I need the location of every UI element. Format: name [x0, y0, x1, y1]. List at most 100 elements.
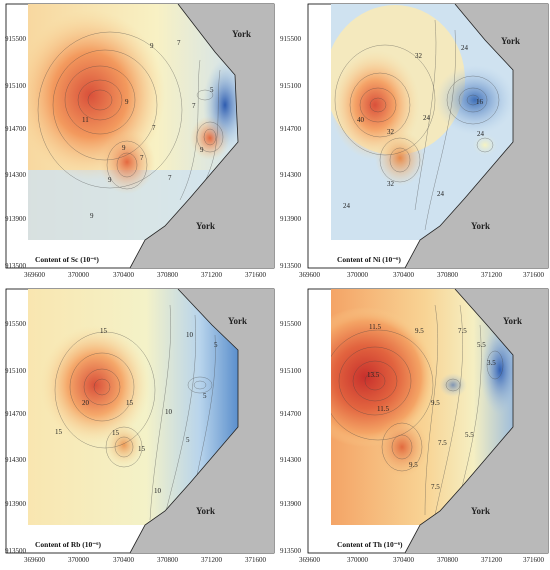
contour-label: 9	[125, 98, 129, 106]
contour-label: 3.5	[487, 359, 496, 367]
svg-text:369600: 369600	[24, 556, 46, 564]
contour-label: 10	[154, 487, 162, 495]
place-label-york: York	[501, 36, 520, 46]
x-axis-ticks: 369600 370000 370400 370800 371200 37160…	[299, 271, 545, 279]
svg-text:913900: 913900	[5, 215, 27, 223]
contour-label: 9	[108, 176, 112, 184]
contour-label: 32	[387, 128, 395, 136]
contour-label: 7	[168, 174, 172, 182]
svg-text:370800: 370800	[437, 556, 459, 564]
svg-text:915100: 915100	[5, 82, 27, 90]
svg-text:914700: 914700	[280, 125, 302, 133]
land-mass	[405, 289, 548, 553]
svg-text:914700: 914700	[5, 410, 27, 418]
svg-text:370400: 370400	[393, 556, 415, 564]
contour-map-ni: 32 24 40 32 16 24 24 32 24 24 York York …	[280, 3, 549, 279]
contour-label: 7	[152, 124, 156, 132]
svg-text:914700: 914700	[280, 410, 302, 418]
contour-label: 32	[387, 180, 395, 188]
contour-label: 20	[82, 399, 90, 407]
contour-label: 5	[186, 436, 190, 444]
map-panel-ni: 32 24 40 32 16 24 24 32 24 24 York York …	[275, 0, 550, 285]
contour-label: 9.5	[431, 399, 440, 407]
svg-text:371600: 371600	[245, 556, 267, 564]
map-panel-rb: 15 10 5 20 15 15 10 5 5 15 15 10 York Yo…	[0, 285, 275, 570]
contour-label: 15	[55, 428, 63, 436]
map-panel-th: 11.5 9.5 7.5 5.5 13.5 3.5 11.5 9.5 7.5 5…	[275, 285, 550, 570]
place-label-york: York	[471, 506, 490, 516]
svg-text:915100: 915100	[280, 82, 302, 90]
svg-text:371600: 371600	[523, 271, 545, 279]
x-axis-ticks: 369600 370000 370400 370800 371200 37160…	[24, 271, 267, 279]
svg-text:371200: 371200	[481, 271, 503, 279]
svg-text:915500: 915500	[5, 35, 27, 43]
x-axis-ticks: 369600 370000 370400 370800 371200 37160…	[299, 556, 545, 564]
svg-text:371200: 371200	[201, 556, 223, 564]
contour-label: 5.5	[465, 431, 474, 439]
contour-label: 5	[203, 392, 207, 400]
svg-text:370000: 370000	[68, 556, 90, 564]
svg-text:913500: 913500	[280, 547, 302, 555]
svg-text:913900: 913900	[5, 500, 27, 508]
place-label-york: York	[196, 506, 215, 516]
land-mass	[130, 4, 274, 268]
contour-label: 10	[165, 408, 173, 416]
svg-text:371200: 371200	[201, 271, 223, 279]
svg-text:915100: 915100	[280, 367, 302, 375]
contour-label: 5.5	[477, 341, 486, 349]
svg-text:915500: 915500	[280, 320, 302, 328]
svg-text:370000: 370000	[68, 271, 90, 279]
contour-label: 24	[477, 130, 485, 138]
panel-title: Content of Ni (10⁻⁶)	[337, 255, 401, 264]
svg-text:915500: 915500	[5, 320, 27, 328]
contour-map-sc: 9 7 5 9 7 11 9 7 9 9 7 9 7 York York Con…	[5, 3, 275, 279]
contour-label: 40	[357, 116, 365, 124]
contour-label: 9.5	[415, 327, 424, 335]
contour-label: 10	[186, 331, 194, 339]
land-mass	[405, 4, 548, 268]
svg-text:370800: 370800	[437, 271, 459, 279]
y-axis-ticks: 915500 915100 914700 914300 913900 91350…	[5, 35, 27, 270]
contour-label: 5	[210, 86, 214, 94]
contour-label: 32	[415, 52, 423, 60]
svg-text:369600: 369600	[299, 271, 321, 279]
svg-text:913500: 913500	[5, 547, 27, 555]
svg-text:915500: 915500	[280, 35, 302, 43]
svg-text:370800: 370800	[157, 556, 179, 564]
svg-text:913900: 913900	[280, 500, 302, 508]
svg-text:913500: 913500	[280, 262, 302, 270]
place-label-york: York	[228, 316, 247, 326]
svg-text:370400: 370400	[113, 271, 135, 279]
contour-label: 9.5	[409, 461, 418, 469]
place-label-york: York	[471, 221, 490, 231]
svg-text:914300: 914300	[280, 456, 302, 464]
contour-label: 9	[150, 42, 154, 50]
contour-label: 7.5	[458, 327, 467, 335]
contour-label: 7.5	[438, 439, 447, 447]
y-axis-ticks: 915500 915100 914700 914300 913900 91350…	[5, 320, 27, 555]
panel-title: Content of Th (10⁻⁶)	[337, 540, 403, 549]
contour-map-th: 11.5 9.5 7.5 5.5 13.5 3.5 11.5 9.5 7.5 5…	[280, 288, 549, 564]
map-panel-sc: 9 7 5 9 7 11 9 7 9 9 7 9 7 York York Con…	[0, 0, 275, 285]
svg-text:914300: 914300	[280, 171, 302, 179]
contour-label: 15	[126, 399, 134, 407]
contour-label: 24	[423, 114, 431, 122]
svg-text:370000: 370000	[347, 271, 369, 279]
contour-label: 15	[112, 429, 120, 437]
x-axis-ticks: 369600 370000 370400 370800 371200 37160…	[24, 556, 267, 564]
svg-text:370000: 370000	[347, 556, 369, 564]
svg-text:371600: 371600	[245, 271, 267, 279]
svg-text:915100: 915100	[5, 367, 27, 375]
contour-label: 9	[200, 146, 204, 154]
svg-text:369600: 369600	[299, 556, 321, 564]
y-axis-ticks: 915500 915100 914700 914300 913900 91350…	[280, 35, 302, 270]
y-axis-ticks: 915500 915100 914700 914300 913900 91350…	[280, 320, 302, 555]
contour-label: 7	[192, 102, 196, 110]
contour-label: 24	[461, 44, 469, 52]
svg-text:914300: 914300	[5, 456, 27, 464]
contour-label: 5	[214, 341, 218, 349]
contour-label: 24	[437, 190, 445, 198]
contour-label: 15	[138, 445, 146, 453]
svg-text:370400: 370400	[113, 556, 135, 564]
contour-label: 9	[122, 144, 126, 152]
